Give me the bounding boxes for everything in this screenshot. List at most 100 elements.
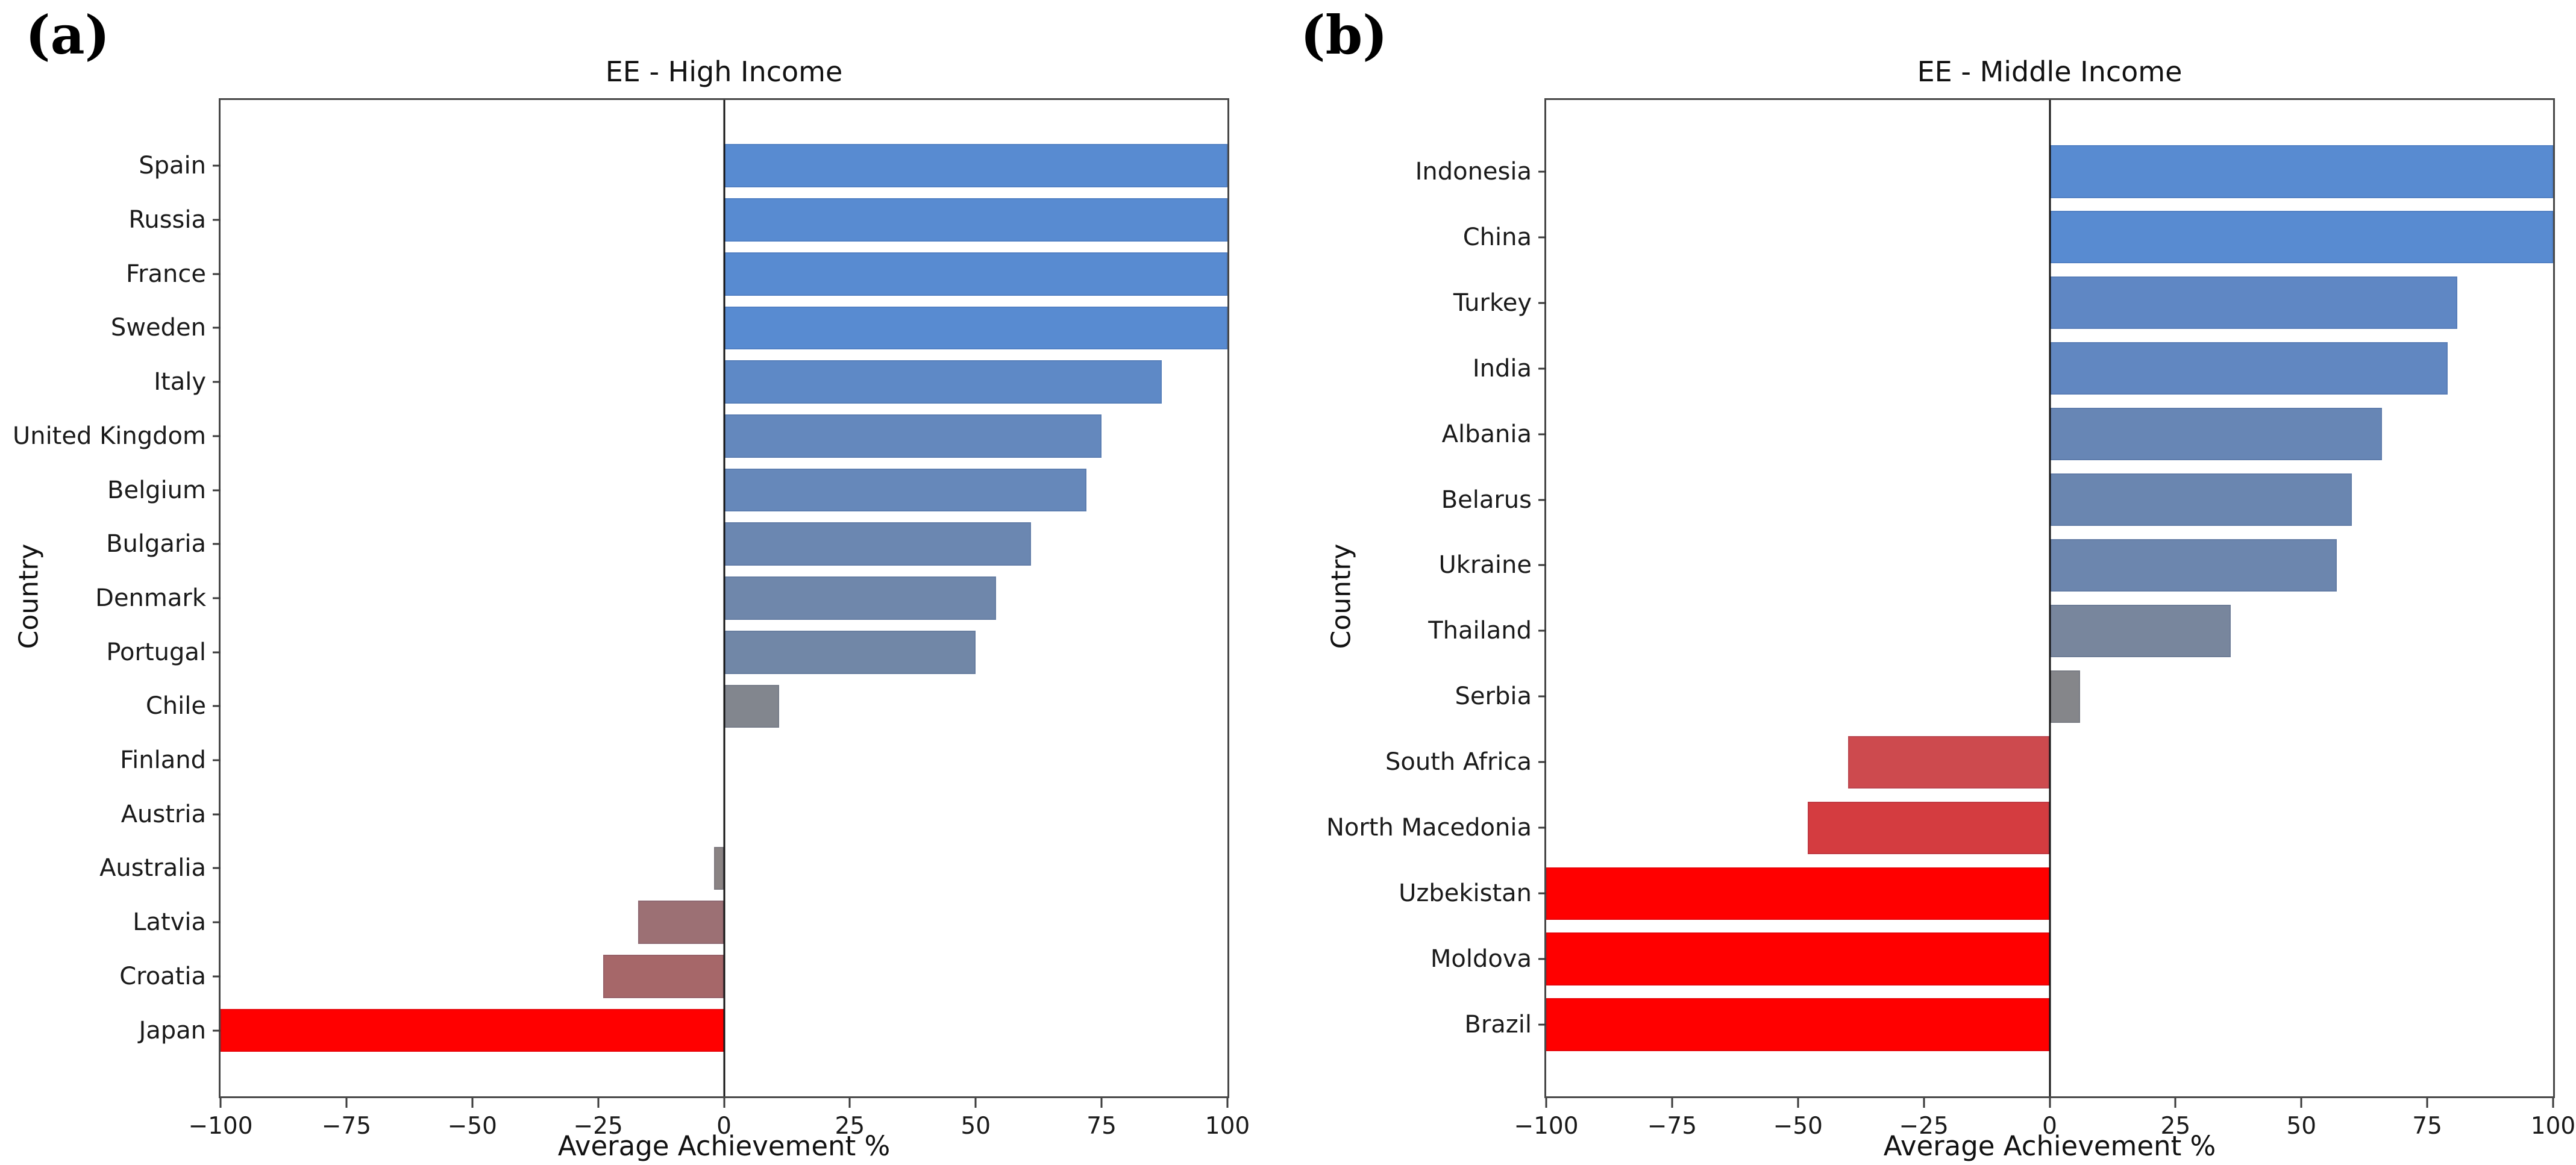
bar bbox=[1546, 932, 2050, 985]
bar bbox=[713, 846, 724, 890]
x-tick-label: 25 bbox=[835, 1113, 865, 1140]
chart-title: EE - High Income bbox=[605, 55, 843, 88]
bar-row: Albania bbox=[1442, 401, 2553, 467]
bar-row: China bbox=[1463, 204, 2553, 270]
bar bbox=[2049, 670, 2080, 723]
bar-row: Belarus bbox=[1441, 467, 2553, 533]
bar bbox=[1848, 736, 2050, 789]
x-tick-mark bbox=[2300, 1098, 2302, 1108]
country-label: Serbia bbox=[1455, 682, 1532, 711]
x-tick-label: 0 bbox=[2042, 1113, 2057, 1140]
bar-row: India bbox=[1473, 336, 2553, 401]
bar bbox=[724, 198, 1227, 242]
country-label: Sweden bbox=[110, 314, 206, 342]
bar-row: Croatia bbox=[119, 949, 1227, 1004]
country-label: Latvia bbox=[133, 908, 206, 937]
x-tick-mark bbox=[219, 1098, 222, 1108]
bar-row: Denmark bbox=[95, 571, 1227, 625]
country-label: Australia bbox=[99, 854, 206, 882]
bar bbox=[2049, 408, 2382, 461]
y-tick-mark bbox=[213, 867, 221, 869]
y-tick-mark bbox=[213, 326, 221, 329]
x-tick-mark bbox=[1923, 1098, 1925, 1108]
bar-row: France bbox=[126, 247, 1227, 301]
x-tick-mark bbox=[345, 1098, 348, 1108]
bar bbox=[724, 468, 1087, 512]
x-tick-label: 50 bbox=[961, 1113, 991, 1140]
bar bbox=[1546, 867, 2050, 920]
x-tick-label: 25 bbox=[2160, 1113, 2191, 1140]
country-label: North Macedonia bbox=[1326, 814, 1532, 842]
bar-row: United Kingdom bbox=[13, 409, 1227, 463]
bar bbox=[724, 576, 996, 620]
bar-row: Turkey bbox=[1453, 270, 2553, 336]
chart-title: EE - Middle Income bbox=[1917, 55, 2183, 88]
country-label: France bbox=[125, 260, 206, 288]
zero-baseline bbox=[2049, 100, 2051, 1096]
country-label: Belarus bbox=[1441, 486, 1532, 514]
bar-row: Australia bbox=[99, 842, 1227, 896]
bar bbox=[724, 684, 780, 728]
bar-row: Latvia bbox=[133, 895, 1227, 949]
plot-area: Indonesia China Turkey India Albania Belarus U… bbox=[1326, 98, 2575, 1140]
x-tick-mark bbox=[1100, 1098, 1103, 1108]
x-tick-label: −75 bbox=[1647, 1113, 1697, 1140]
bar-row: Finland bbox=[120, 733, 1227, 787]
x-tick-label: −100 bbox=[1514, 1113, 1579, 1140]
country-label: Ukraine bbox=[1438, 551, 1532, 579]
country-label: Albania bbox=[1441, 420, 1532, 448]
y-tick-mark bbox=[1538, 367, 1546, 370]
y-tick-mark bbox=[1538, 236, 1546, 239]
bar-row: Japan bbox=[139, 1004, 1227, 1058]
y-tick-mark bbox=[213, 381, 221, 383]
country-label: Turkey bbox=[1453, 289, 1532, 317]
bar bbox=[724, 306, 1227, 350]
bar bbox=[2049, 211, 2553, 264]
bar-row: North Macedonia bbox=[1326, 795, 2553, 861]
x-tick-label: 75 bbox=[1086, 1113, 1117, 1140]
country-label: Italy bbox=[154, 368, 206, 396]
country-label: United Kingdom bbox=[12, 422, 206, 450]
x-tick-mark bbox=[2174, 1098, 2176, 1108]
bar bbox=[724, 360, 1162, 404]
x-tick-label: −25 bbox=[1899, 1113, 1949, 1140]
country-label: Brazil bbox=[1464, 1010, 1532, 1039]
bar-row: Brazil bbox=[1464, 992, 2553, 1057]
x-tick-label: 100 bbox=[2530, 1113, 2576, 1140]
bar bbox=[724, 414, 1102, 458]
y-tick-mark bbox=[213, 705, 221, 707]
country-label: Croatia bbox=[119, 962, 206, 990]
country-label: India bbox=[1472, 354, 1532, 383]
bar-row: Thailand bbox=[1428, 598, 2553, 664]
x-tick-mark bbox=[723, 1098, 725, 1108]
bar bbox=[1808, 801, 2050, 854]
x-tick-mark bbox=[471, 1098, 474, 1108]
bar bbox=[2049, 473, 2352, 526]
y-tick-mark bbox=[213, 219, 221, 221]
country-label: Uzbekistan bbox=[1399, 879, 1532, 908]
country-label: Indonesia bbox=[1415, 157, 1532, 186]
y-tick-mark bbox=[213, 975, 221, 978]
x-tick-label: −75 bbox=[321, 1113, 372, 1140]
country-label: Finland bbox=[120, 746, 206, 775]
zero-baseline bbox=[723, 100, 725, 1096]
bar-row: Indonesia bbox=[1415, 139, 2553, 205]
bar bbox=[2049, 145, 2553, 198]
country-label: Japan bbox=[139, 1016, 206, 1045]
country-label: Denmark bbox=[95, 584, 206, 612]
country-label: Moldova bbox=[1430, 945, 1532, 973]
y-tick-mark bbox=[213, 435, 221, 437]
x-tick-mark bbox=[1797, 1098, 1799, 1108]
country-label: Austria bbox=[121, 800, 206, 828]
x-tick-mark bbox=[2049, 1098, 2051, 1108]
x-tick-label: −50 bbox=[1773, 1113, 1823, 1140]
x-tick-mark bbox=[597, 1098, 600, 1108]
bar bbox=[603, 955, 724, 998]
y-tick-mark bbox=[1538, 761, 1546, 763]
y-tick-mark bbox=[1538, 170, 1546, 173]
country-label: Portugal bbox=[106, 638, 206, 666]
x-tick-label: 50 bbox=[2286, 1113, 2317, 1140]
y-tick-mark bbox=[1538, 499, 1546, 501]
x-tick-label: 100 bbox=[1205, 1113, 1250, 1140]
